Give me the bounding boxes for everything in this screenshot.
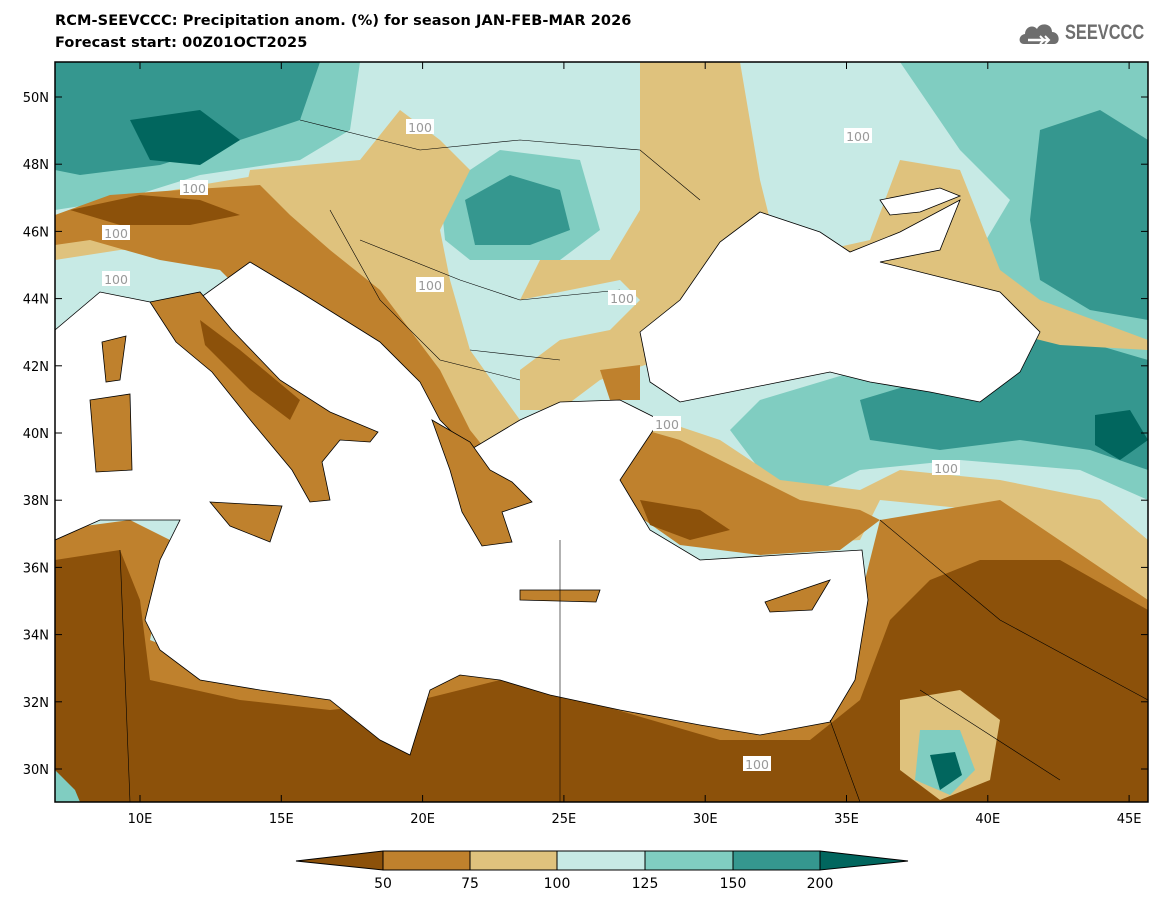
lat-label: 50N xyxy=(23,91,49,106)
lon-label: 20E xyxy=(410,812,435,827)
map-frame xyxy=(54,61,1149,803)
colorbar-label: 200 xyxy=(807,876,834,892)
lat-label: 38N xyxy=(23,494,49,509)
field-150-200 xyxy=(465,175,570,245)
contour-label: 100 xyxy=(934,461,958,476)
field-75-100 xyxy=(600,400,1148,620)
contour-label-bg xyxy=(653,416,681,431)
italy-dry-core xyxy=(200,320,300,420)
greece-land xyxy=(431,419,533,547)
field-lt50 xyxy=(70,195,240,225)
lon-label: 15E xyxy=(269,812,294,827)
lat-label: 40N xyxy=(23,427,49,442)
contour-label-bg xyxy=(102,271,130,286)
colorbar-box xyxy=(644,850,734,871)
contour-label-bg xyxy=(844,128,872,143)
field-125-150 xyxy=(55,770,80,802)
colorbar-box xyxy=(382,850,471,871)
contour-label-bg xyxy=(406,119,434,134)
field-lt50 xyxy=(55,550,1148,802)
lat-label: 36N xyxy=(23,561,49,576)
axes: 50N 48N 46N 44N 42N 40N 38N 36N 34N 32N 30N 10E 15E 2… xyxy=(23,62,1148,827)
chart-title: RCM-SEEVCCC: Precipitation anom. (%) for… xyxy=(55,13,632,29)
lon-label: 30E xyxy=(693,812,718,827)
contour-label: 100 xyxy=(104,226,128,241)
lat-label: 44N xyxy=(23,293,49,308)
forecast-start: Forecast start: 00Z01OCT2025 xyxy=(55,35,308,51)
colorbar-gt200 xyxy=(819,850,909,871)
contour-label: 100 xyxy=(655,417,679,432)
lat-label: 30N xyxy=(23,763,49,778)
colorbar-label: 150 xyxy=(720,876,747,892)
map-area: 100 100 100 100 100 100 100 100 100 100 xyxy=(55,62,1148,802)
field-gt200 xyxy=(930,752,962,790)
seevccc-logo: SEEVCCC xyxy=(1018,20,1165,46)
lat-label: 34N xyxy=(23,629,49,644)
corsica-land xyxy=(101,335,127,383)
lon-label: 10E xyxy=(128,812,153,827)
contour-label: 100 xyxy=(104,272,128,287)
contour-label: 100 xyxy=(408,120,432,135)
colorbar-lt50 xyxy=(295,850,384,871)
sicily-land xyxy=(209,501,283,543)
contour-label: 100 xyxy=(182,181,206,196)
contour-label: 100 xyxy=(745,757,769,772)
logo-text: SEEVCCC xyxy=(1065,21,1145,44)
cloud-icon xyxy=(1019,24,1059,45)
colorbar-label: 50 xyxy=(374,876,392,892)
colorbar-label: 125 xyxy=(632,876,659,892)
lon-label: 40E xyxy=(975,812,1000,827)
lat-label: 46N xyxy=(23,225,49,240)
colorbar-box xyxy=(556,850,646,871)
contour-label-bg xyxy=(416,277,444,292)
field-gt200 xyxy=(1095,410,1148,460)
lon-label: 25E xyxy=(552,812,577,827)
field-50-75 xyxy=(600,365,640,400)
colorbar-label: 75 xyxy=(461,876,479,892)
field-150-200 xyxy=(860,330,1148,470)
lat-label: 42N xyxy=(23,360,49,375)
colorbar: 50 75 100 125 150 200 xyxy=(295,850,909,892)
contour-label-bg xyxy=(743,756,771,771)
sea-of-azov xyxy=(879,187,962,216)
lat-label: 32N xyxy=(23,696,49,711)
colorbar-box xyxy=(732,850,821,871)
field-gt200 xyxy=(130,110,240,165)
contour-label-bg xyxy=(608,290,636,305)
map-border-lines xyxy=(119,119,1148,802)
lat-label: 48N xyxy=(23,158,49,173)
colorbar-label: 100 xyxy=(544,876,571,892)
lon-label: 35E xyxy=(834,812,859,827)
sardinia-land xyxy=(89,393,133,473)
cyprus-land xyxy=(764,579,831,613)
black-sea xyxy=(639,199,1041,403)
contour-label: 100 xyxy=(846,129,870,144)
field-lt50 xyxy=(640,500,730,540)
field-150-200 xyxy=(1030,110,1148,320)
contour-label: 100 xyxy=(610,291,634,306)
contour-label: 100 xyxy=(418,278,442,293)
lon-label: 45E xyxy=(1117,812,1142,827)
contour-label-bg xyxy=(932,460,960,475)
contour-label-bg xyxy=(102,225,130,240)
contour-label-bg xyxy=(180,180,208,195)
contour-labels: 100 100 100 100 100 100 100 100 100 100 xyxy=(102,119,960,772)
colorbar-box xyxy=(469,850,558,871)
